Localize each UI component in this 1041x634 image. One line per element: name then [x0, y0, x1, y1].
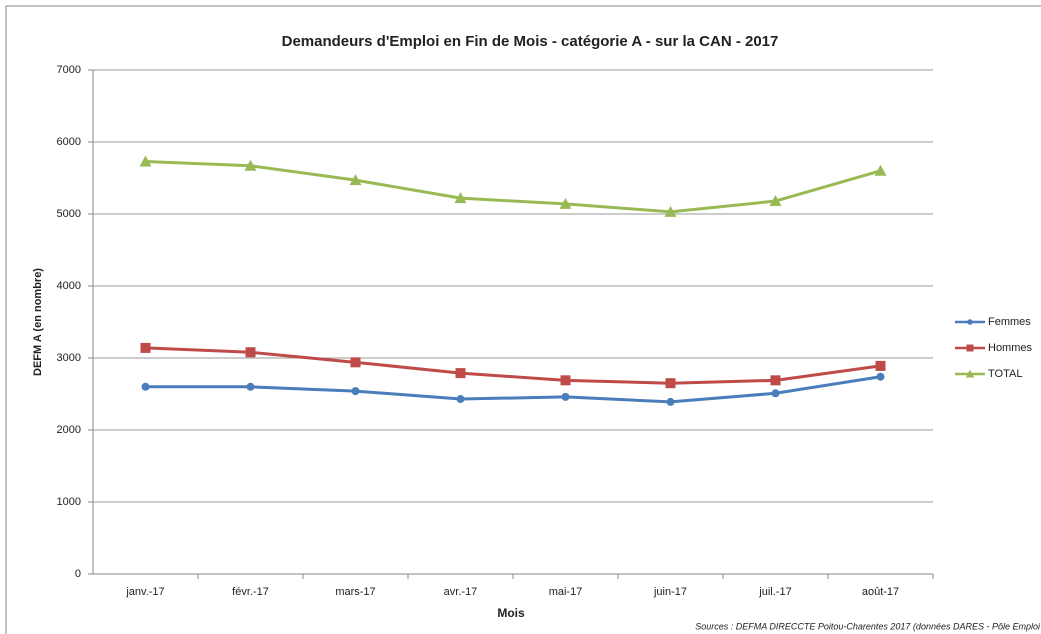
x-tick-label: juin-17 [653, 586, 687, 598]
series-line [145, 346, 881, 385]
marker [875, 360, 886, 371]
marker [349, 174, 362, 186]
marker [874, 164, 887, 176]
y-tick-label: 2000 [57, 424, 81, 436]
chart-frame [5, 5, 1041, 634]
x-tick-label: mai-17 [549, 586, 583, 598]
legend-label: Hommes [988, 342, 1033, 354]
legend-label: TOTAL [988, 368, 1022, 380]
marker [560, 375, 571, 386]
marker [139, 155, 152, 167]
y-tick-label: 4000 [57, 280, 81, 292]
marker [665, 378, 676, 389]
series-line [145, 375, 881, 404]
y-tick-label: 0 [75, 568, 81, 580]
marker [770, 375, 781, 386]
marker [245, 347, 256, 358]
y-tick-label: 5000 [57, 208, 81, 220]
marker [876, 372, 885, 381]
marker [561, 392, 570, 401]
x-tick-label: mars-17 [335, 586, 375, 598]
y-tick-label: 6000 [57, 136, 81, 148]
chart-title: Demandeurs d'Emploi en Fin de Mois - cat… [282, 33, 779, 50]
marker [140, 342, 151, 353]
y-tick-label: 3000 [57, 352, 81, 364]
marker [350, 357, 361, 368]
marker [455, 368, 466, 379]
marker [456, 395, 465, 404]
y-axis-label: DEFM A (en nombre) [32, 268, 44, 376]
legend-label: Femmes [988, 316, 1031, 328]
x-tick-label: juil.-17 [758, 586, 791, 598]
marker [966, 344, 974, 352]
x-tick-label: janv.-17 [125, 586, 164, 598]
marker [559, 197, 572, 209]
marker [965, 369, 975, 378]
series-line [145, 159, 881, 214]
marker [771, 389, 780, 398]
marker [664, 205, 677, 217]
marker [454, 192, 467, 204]
marker [244, 159, 257, 171]
x-tick-label: avr.-17 [444, 586, 478, 598]
x-tick-label: août-17 [862, 586, 899, 598]
marker [666, 397, 675, 406]
marker [769, 195, 782, 207]
marker [967, 319, 973, 325]
y-tick-label: 7000 [57, 64, 81, 76]
marker [351, 387, 360, 396]
source-note: Sources : DEFMA DIRECCTE Poitou-Charente… [695, 621, 1041, 631]
x-axis-label: Mois [497, 606, 525, 620]
x-tick-label: févr.-17 [232, 586, 269, 598]
marker [246, 382, 255, 391]
y-tick-label: 1000 [57, 496, 81, 508]
marker [141, 382, 150, 391]
